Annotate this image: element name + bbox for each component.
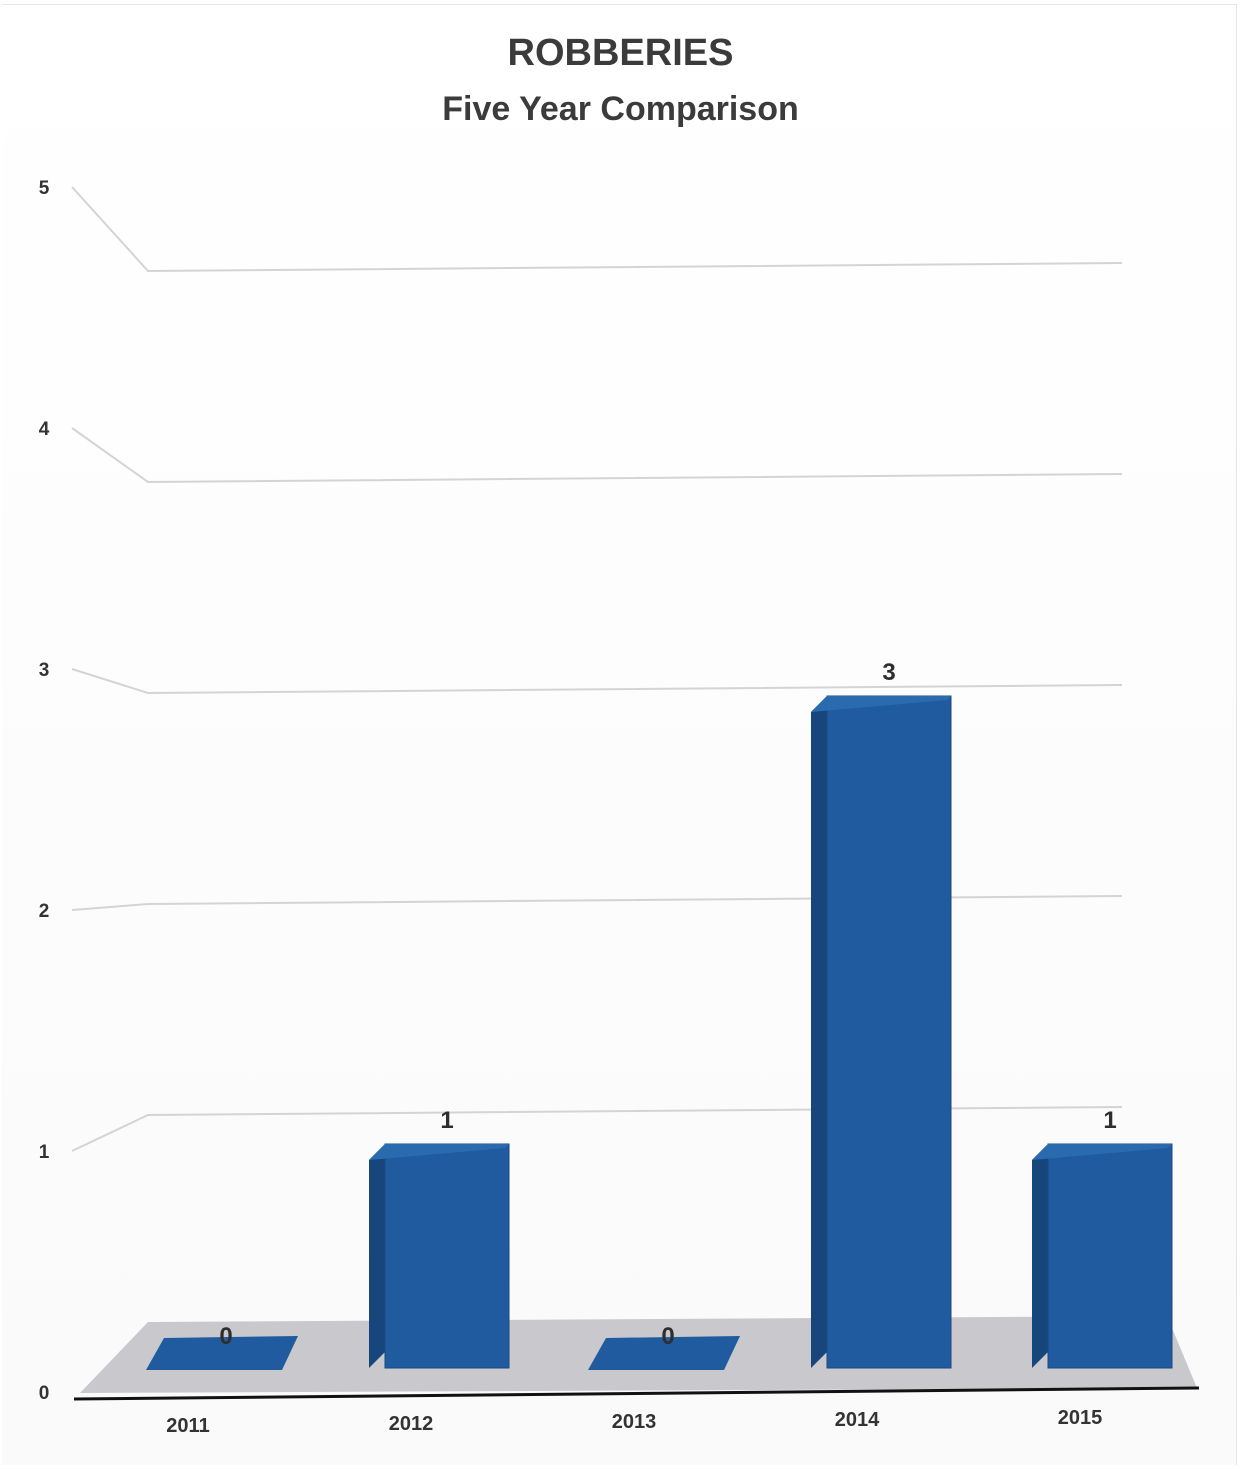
bar-2014 bbox=[811, 696, 951, 1368]
bar-front bbox=[1048, 1144, 1172, 1368]
bar-front bbox=[385, 1144, 509, 1368]
bar-side bbox=[369, 1144, 385, 1368]
bar-side bbox=[811, 696, 827, 1368]
gridline-5 bbox=[72, 187, 1122, 271]
data-label-2012: 1 bbox=[440, 1107, 453, 1134]
y-tick-label: 1 bbox=[39, 1142, 50, 1163]
gridline-2 bbox=[72, 896, 1122, 910]
y-tick-label: 4 bbox=[39, 419, 50, 440]
bar-2012 bbox=[369, 1144, 509, 1368]
bar-front bbox=[827, 696, 951, 1368]
data-label-2011: 0 bbox=[219, 1323, 232, 1350]
gridlines bbox=[72, 187, 1122, 1151]
gridline-1 bbox=[72, 1107, 1122, 1151]
data-labels: 0 1 0 3 1 bbox=[219, 659, 1116, 1350]
gridline-3 bbox=[72, 669, 1122, 693]
data-label-2015: 1 bbox=[1103, 1107, 1116, 1134]
x-category-2014: 2014 bbox=[835, 1409, 880, 1431]
y-tick-label: 3 bbox=[39, 660, 50, 681]
gridline-4 bbox=[72, 428, 1122, 482]
bar-side bbox=[1032, 1144, 1048, 1368]
data-label-2013: 0 bbox=[661, 1323, 674, 1350]
y-tick-label: 2 bbox=[39, 901, 50, 922]
x-category-2013: 2013 bbox=[612, 1411, 657, 1433]
x-category-2015: 2015 bbox=[1058, 1407, 1103, 1429]
bar-2015 bbox=[1032, 1144, 1172, 1368]
y-tick-label: 5 bbox=[39, 178, 50, 199]
x-axis-categories: 2011 2012 2013 2014 2015 bbox=[166, 1407, 1102, 1437]
y-axis-ticks: 0 1 2 3 4 5 bbox=[39, 178, 50, 1404]
y-tick-label: 0 bbox=[39, 1383, 50, 1404]
bars bbox=[146, 696, 1172, 1370]
x-category-2011: 2011 bbox=[166, 1415, 209, 1437]
x-category-2012: 2012 bbox=[389, 1413, 434, 1435]
data-label-2014: 3 bbox=[882, 659, 895, 686]
